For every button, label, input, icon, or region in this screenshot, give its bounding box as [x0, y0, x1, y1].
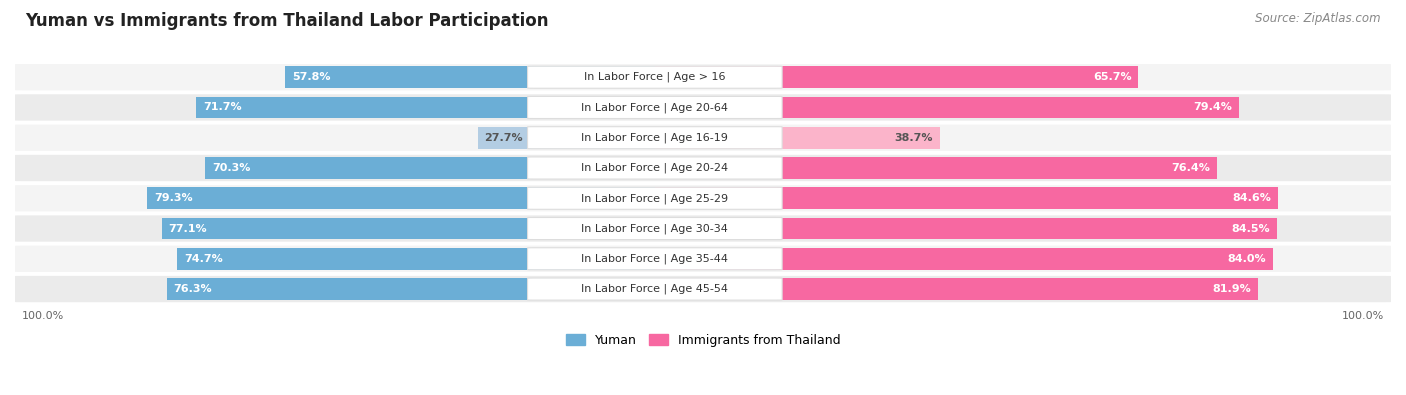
- Text: 65.7%: 65.7%: [1092, 72, 1132, 82]
- Text: 57.8%: 57.8%: [292, 72, 330, 82]
- Bar: [177, 248, 655, 270]
- Bar: [655, 218, 1277, 239]
- Text: In Labor Force | Age 45-54: In Labor Force | Age 45-54: [581, 284, 728, 294]
- Text: 81.9%: 81.9%: [1212, 284, 1251, 294]
- FancyBboxPatch shape: [15, 124, 1391, 151]
- FancyBboxPatch shape: [527, 248, 782, 270]
- FancyBboxPatch shape: [527, 187, 782, 209]
- Text: 70.3%: 70.3%: [212, 163, 250, 173]
- Bar: [162, 218, 655, 239]
- FancyBboxPatch shape: [527, 127, 782, 149]
- Bar: [148, 187, 655, 209]
- Text: In Labor Force | Age 20-64: In Labor Force | Age 20-64: [581, 102, 728, 113]
- Legend: Yuman, Immigrants from Thailand: Yuman, Immigrants from Thailand: [561, 329, 845, 352]
- Text: 27.7%: 27.7%: [485, 133, 523, 143]
- FancyBboxPatch shape: [527, 66, 782, 88]
- FancyBboxPatch shape: [527, 218, 782, 240]
- Bar: [655, 278, 1258, 300]
- Text: In Labor Force | Age 20-24: In Labor Force | Age 20-24: [581, 163, 728, 173]
- Bar: [655, 248, 1274, 270]
- Text: 74.7%: 74.7%: [184, 254, 222, 264]
- Text: 84.0%: 84.0%: [1227, 254, 1267, 264]
- Text: Yuman vs Immigrants from Thailand Labor Participation: Yuman vs Immigrants from Thailand Labor …: [25, 12, 548, 30]
- Text: 71.7%: 71.7%: [202, 102, 242, 113]
- Bar: [655, 96, 1239, 118]
- Text: 84.6%: 84.6%: [1232, 193, 1271, 203]
- FancyBboxPatch shape: [15, 215, 1391, 242]
- Text: 79.3%: 79.3%: [155, 193, 193, 203]
- Bar: [195, 96, 655, 118]
- Text: 79.4%: 79.4%: [1194, 102, 1233, 113]
- FancyBboxPatch shape: [15, 94, 1391, 120]
- Text: In Labor Force | Age 16-19: In Labor Force | Age 16-19: [582, 132, 728, 143]
- FancyBboxPatch shape: [527, 157, 782, 179]
- Text: 100.0%: 100.0%: [22, 311, 65, 321]
- Bar: [655, 66, 1139, 88]
- Text: In Labor Force | Age 25-29: In Labor Force | Age 25-29: [581, 193, 728, 203]
- FancyBboxPatch shape: [15, 276, 1391, 302]
- FancyBboxPatch shape: [527, 96, 782, 118]
- Text: 76.3%: 76.3%: [173, 284, 212, 294]
- Text: 76.4%: 76.4%: [1171, 163, 1211, 173]
- FancyBboxPatch shape: [527, 278, 782, 300]
- Text: 100.0%: 100.0%: [1341, 311, 1384, 321]
- Bar: [478, 127, 655, 149]
- Text: In Labor Force | Age 35-44: In Labor Force | Age 35-44: [581, 254, 728, 264]
- Text: In Labor Force | Age > 16: In Labor Force | Age > 16: [583, 72, 725, 83]
- FancyBboxPatch shape: [15, 246, 1391, 272]
- FancyBboxPatch shape: [15, 64, 1391, 90]
- Text: 38.7%: 38.7%: [894, 133, 932, 143]
- Bar: [285, 66, 655, 88]
- Bar: [655, 127, 939, 149]
- FancyBboxPatch shape: [15, 155, 1391, 181]
- Bar: [655, 157, 1218, 179]
- Bar: [167, 278, 655, 300]
- FancyBboxPatch shape: [15, 185, 1391, 211]
- Text: In Labor Force | Age 30-34: In Labor Force | Age 30-34: [582, 223, 728, 234]
- Bar: [655, 187, 1278, 209]
- Bar: [205, 157, 655, 179]
- Text: 77.1%: 77.1%: [169, 224, 207, 233]
- Text: 84.5%: 84.5%: [1232, 224, 1270, 233]
- Text: Source: ZipAtlas.com: Source: ZipAtlas.com: [1256, 12, 1381, 25]
